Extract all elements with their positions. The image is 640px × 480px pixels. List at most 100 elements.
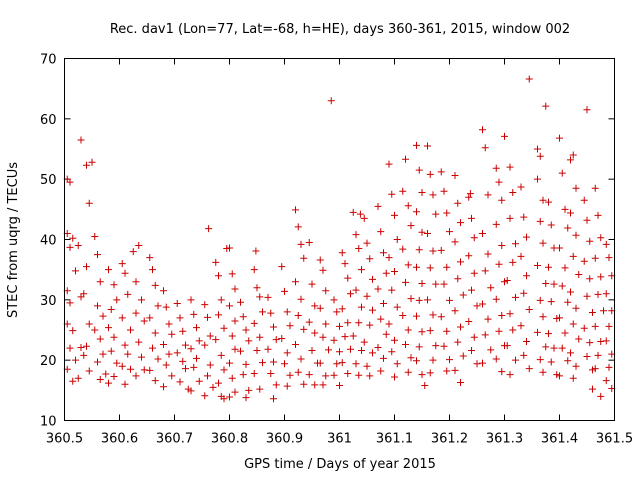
data-point <box>253 284 261 292</box>
data-point <box>591 254 599 262</box>
y-tick-label: 10 <box>40 415 57 430</box>
data-point <box>132 372 140 380</box>
data-point <box>220 366 228 374</box>
data-point <box>391 211 398 219</box>
data-point <box>479 359 486 367</box>
data-point <box>74 242 82 250</box>
data-point <box>173 299 181 307</box>
data-point <box>501 132 508 140</box>
data-point <box>536 356 544 364</box>
data-point <box>344 369 352 377</box>
data-point <box>418 328 426 336</box>
data-point <box>586 275 594 283</box>
data-point <box>74 374 82 382</box>
data-point <box>539 313 547 321</box>
data-point <box>495 327 503 335</box>
data-point <box>479 126 486 134</box>
data-point <box>338 249 346 257</box>
data-point <box>421 382 429 390</box>
data-point <box>468 347 475 355</box>
data-point <box>187 387 195 395</box>
data-point <box>369 349 376 357</box>
data-point <box>149 344 156 352</box>
data-point <box>479 229 486 237</box>
data-point <box>316 304 324 312</box>
data-point <box>308 347 316 355</box>
data-point <box>215 311 222 319</box>
data-point <box>380 249 387 257</box>
data-point <box>366 255 374 263</box>
y-axis-label: STEC from uqrg / TECUs <box>6 162 21 318</box>
data-point <box>217 351 225 359</box>
data-point <box>77 136 85 144</box>
data-point <box>498 368 506 376</box>
data-point <box>517 252 525 260</box>
data-point <box>382 269 390 277</box>
data-point <box>484 191 492 199</box>
x-tick-label: 361.3 <box>486 432 523 447</box>
data-point <box>352 231 360 239</box>
data-point <box>492 295 500 303</box>
data-point <box>193 354 200 362</box>
data-point <box>564 357 572 365</box>
data-point <box>451 307 459 315</box>
data-point <box>586 339 594 347</box>
data-point <box>459 291 467 299</box>
data-point <box>83 161 90 169</box>
data-point <box>572 304 580 312</box>
data-point <box>278 263 286 271</box>
data-point <box>407 295 415 303</box>
data-point <box>283 308 291 316</box>
data-point <box>107 305 115 313</box>
data-point <box>80 351 88 359</box>
data-point <box>443 263 451 271</box>
data-point <box>473 360 481 368</box>
data-point <box>267 369 275 377</box>
data-point <box>366 321 374 329</box>
data-point <box>506 371 514 379</box>
data-point <box>561 264 569 272</box>
data-point <box>347 290 354 298</box>
data-point <box>534 145 541 153</box>
data-point <box>415 296 423 304</box>
data-point <box>525 305 533 313</box>
data-point <box>404 202 412 210</box>
data-point <box>605 254 613 262</box>
data-point <box>492 220 500 228</box>
data-point <box>286 371 294 379</box>
chart-title: Rec. dav1 (Lon=77, Lat=-68, h=HE), days … <box>110 22 570 37</box>
data-point <box>479 300 486 308</box>
data-point <box>547 221 555 229</box>
data-point <box>426 264 434 272</box>
data-point <box>429 191 437 199</box>
data-point <box>597 337 605 345</box>
axis-ticks: 360.5 360.6 360.7 360.8 360.9 361 361.1 361.2 36… <box>40 53 633 447</box>
data-point <box>300 380 308 388</box>
data-point <box>107 347 115 355</box>
data-point <box>545 198 552 206</box>
data-point <box>187 296 195 304</box>
data-point <box>91 232 99 240</box>
data-point <box>264 345 272 353</box>
data-point <box>602 337 610 345</box>
data-point <box>281 360 288 368</box>
data-point <box>465 193 473 201</box>
data-point <box>272 381 280 389</box>
x-tick-label: 361.5 <box>596 432 633 447</box>
data-point <box>594 290 602 298</box>
data-point <box>239 371 247 379</box>
data-point <box>201 392 209 400</box>
data-point <box>204 313 211 321</box>
data-point <box>426 170 434 178</box>
data-point <box>294 368 302 376</box>
data-point <box>591 322 599 330</box>
data-point <box>451 172 459 180</box>
x-axis-label: GPS time / Days of year 2015 <box>244 457 436 472</box>
data-point <box>380 354 387 362</box>
data-point <box>545 263 552 271</box>
data-point <box>481 331 489 339</box>
data-point <box>146 254 154 262</box>
data-point <box>443 367 451 375</box>
data-point <box>146 366 154 374</box>
data-point <box>272 336 280 344</box>
